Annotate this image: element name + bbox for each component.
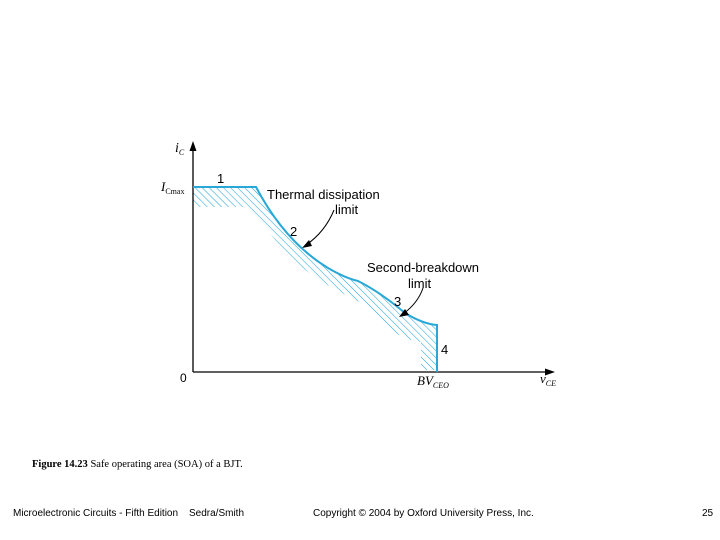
footer-book-title: Microelectronic Circuits - Fifth Edition bbox=[13, 508, 179, 519]
soa-hatched-band bbox=[193, 187, 437, 370]
breakdown-limit-label: Second-breakdown bbox=[367, 260, 479, 275]
footer-copyright: Copyright © 2004 by Oxford University Pr… bbox=[313, 508, 534, 519]
breakdown-leader-arrowhead-icon bbox=[399, 309, 409, 317]
point-label-2: 2 bbox=[290, 224, 297, 239]
figure-caption-text: Safe operating area (SOA) of a BJT. bbox=[90, 459, 243, 470]
thermal-limit-label: Thermal dissipation bbox=[267, 187, 380, 202]
point-label-3: 3 bbox=[394, 294, 401, 309]
figure-number: Figure 14.23 bbox=[32, 459, 88, 470]
thermal-limit-label-line2: limit bbox=[335, 202, 358, 217]
soa-boundary bbox=[193, 186, 438, 372]
x-axis-label: vCE bbox=[540, 371, 556, 388]
footer-authors: Sedra/Smith bbox=[189, 508, 245, 519]
thermal-leader-arrow bbox=[305, 209, 335, 246]
y-axis-arrow-icon bbox=[189, 141, 197, 151]
ic-max-label: ICmax bbox=[160, 179, 184, 196]
bv-ceo-label: BVCEO bbox=[417, 373, 449, 390]
thermal-leader-arrowhead-icon bbox=[302, 240, 312, 248]
y-axis-label: iC bbox=[175, 141, 185, 157]
page-number: 25 bbox=[702, 508, 714, 519]
breakdown-limit-label-line2: limit bbox=[408, 276, 431, 291]
point-label-4: 4 bbox=[441, 342, 448, 357]
x-axis-arrow-icon bbox=[545, 368, 555, 376]
breakdown-leader-arrow bbox=[402, 287, 424, 315]
figure-caption: Figure 14.23 Safe operating area (SOA) o… bbox=[32, 459, 243, 470]
point-label-1: 1 bbox=[217, 171, 224, 186]
origin-label: 0 bbox=[180, 371, 187, 385]
